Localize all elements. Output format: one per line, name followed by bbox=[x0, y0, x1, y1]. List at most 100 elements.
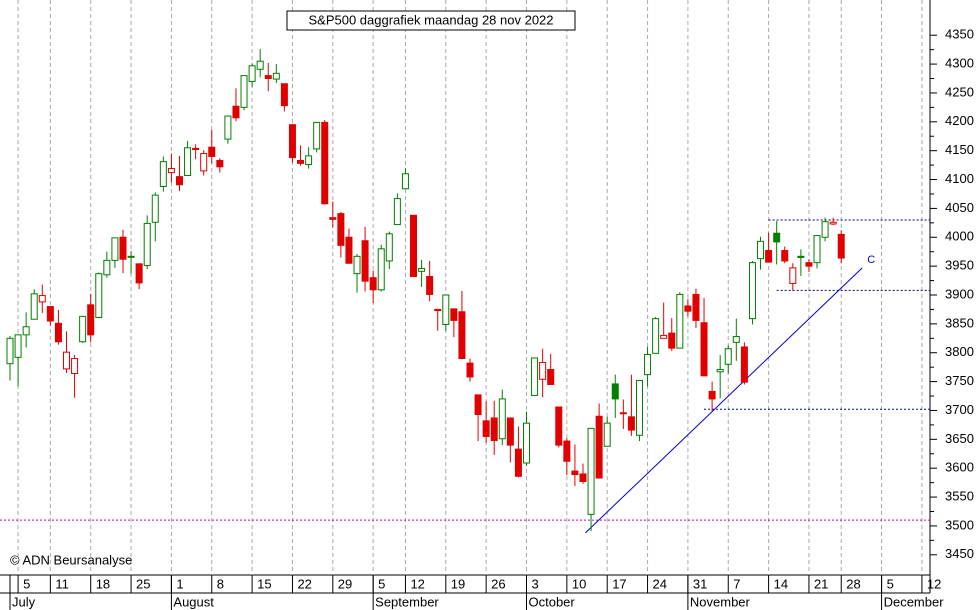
candle-body bbox=[385, 233, 393, 262]
candle-body bbox=[288, 124, 296, 159]
candle-body bbox=[531, 357, 539, 396]
candle-body bbox=[272, 72, 280, 80]
y-tick-label: 3800 bbox=[945, 344, 974, 359]
candle-body bbox=[248, 65, 256, 82]
candle-body bbox=[627, 416, 635, 431]
candle-body bbox=[619, 412, 627, 415]
candle-body bbox=[95, 273, 103, 319]
y-tick-label: 3450 bbox=[945, 546, 974, 561]
candle-body bbox=[773, 232, 781, 243]
x-tick-label: 17 bbox=[612, 576, 626, 591]
candle-body bbox=[30, 293, 38, 320]
y-tick-label: 3750 bbox=[945, 373, 974, 388]
candle-body bbox=[821, 221, 829, 238]
month-label: September bbox=[375, 594, 439, 609]
candle-body bbox=[167, 168, 175, 174]
title-box bbox=[286, 10, 576, 31]
x-tick-label: 31 bbox=[693, 576, 707, 591]
candle-body bbox=[401, 173, 409, 190]
x-tick-label: 11 bbox=[55, 576, 69, 591]
x-tick-label: 12 bbox=[410, 576, 424, 591]
credit: © ADN Beursanalyse bbox=[10, 552, 132, 567]
x-tick-label: 10 bbox=[572, 576, 586, 591]
candle-body bbox=[797, 255, 805, 258]
candle-body bbox=[547, 368, 555, 385]
candle-body bbox=[313, 121, 321, 150]
candle-body bbox=[482, 420, 490, 437]
y-tick-label: 3950 bbox=[945, 258, 974, 273]
candle-body bbox=[716, 368, 724, 373]
candle-body bbox=[369, 277, 377, 291]
candle-body bbox=[54, 322, 62, 343]
candle-body bbox=[127, 255, 135, 258]
candle-body bbox=[757, 240, 765, 260]
candle-body bbox=[829, 221, 837, 225]
candle-body bbox=[458, 311, 466, 360]
candle-body bbox=[280, 83, 288, 107]
x-tick-label: 5 bbox=[378, 576, 385, 591]
candle-body bbox=[789, 267, 797, 284]
candle-body bbox=[740, 346, 748, 383]
chart-title: S&P500 daggrafiek maandag 28 nov 2022 bbox=[308, 12, 553, 27]
trend-line bbox=[585, 267, 863, 534]
candle-body bbox=[329, 217, 337, 220]
candle-body bbox=[708, 390, 716, 400]
month-label: November bbox=[690, 594, 751, 609]
candle-body bbox=[563, 440, 571, 462]
candle-body bbox=[71, 358, 79, 375]
candle-body bbox=[393, 198, 401, 226]
x-tick-label: 3 bbox=[531, 576, 538, 591]
x-tick-label: 22 bbox=[297, 576, 311, 591]
candle-body bbox=[297, 159, 305, 164]
x-tick-label: 28 bbox=[846, 576, 860, 591]
candle-body bbox=[6, 337, 14, 365]
month-label: October bbox=[528, 594, 575, 609]
y-tick-label: 4000 bbox=[945, 229, 974, 244]
candle-body bbox=[184, 147, 192, 177]
x-tick-label: 26 bbox=[491, 576, 505, 591]
candle-body bbox=[143, 222, 151, 267]
candle-body bbox=[345, 236, 353, 264]
candle-body bbox=[635, 379, 643, 436]
candle-body bbox=[353, 255, 361, 275]
candle-body bbox=[539, 362, 547, 380]
candle-body bbox=[240, 75, 248, 108]
month-label: July bbox=[12, 594, 36, 609]
x-tick-label: 24 bbox=[653, 576, 667, 591]
y-tick-label: 4050 bbox=[945, 200, 974, 215]
x-tick-label: 21 bbox=[814, 576, 828, 591]
candle-body bbox=[748, 262, 756, 320]
candle-body bbox=[200, 153, 208, 172]
candle-body bbox=[377, 248, 385, 291]
candle-body bbox=[224, 115, 232, 140]
y-tick-label: 3900 bbox=[945, 286, 974, 301]
candle-body bbox=[135, 263, 143, 284]
candle-body bbox=[813, 235, 821, 264]
y-tick-label: 4300 bbox=[945, 56, 974, 71]
y-tick-label: 3600 bbox=[945, 460, 974, 475]
candle-body bbox=[506, 417, 514, 446]
candle-body bbox=[79, 315, 87, 343]
candle-body bbox=[587, 427, 595, 515]
y-tick-label: 4100 bbox=[945, 171, 974, 186]
candle-body bbox=[119, 236, 127, 260]
candle-body bbox=[692, 293, 700, 321]
candle-body bbox=[14, 334, 22, 358]
candle-body bbox=[514, 448, 522, 477]
candle-body bbox=[450, 308, 458, 321]
y-tick-label: 4250 bbox=[945, 84, 974, 99]
candle-body bbox=[175, 176, 183, 186]
x-tick-label: 8 bbox=[217, 576, 224, 591]
candle-body bbox=[660, 334, 668, 339]
candle-body bbox=[62, 351, 70, 370]
candle-body bbox=[159, 161, 167, 187]
y-tick-label: 3700 bbox=[945, 402, 974, 417]
x-tick-label: 1 bbox=[176, 576, 183, 591]
month-label: December bbox=[884, 594, 945, 609]
candle-body bbox=[668, 332, 676, 349]
y-tick-label: 4150 bbox=[945, 142, 974, 157]
candle-body bbox=[837, 233, 845, 259]
y-tick-label: 3550 bbox=[945, 489, 974, 504]
candle-body bbox=[434, 308, 442, 312]
